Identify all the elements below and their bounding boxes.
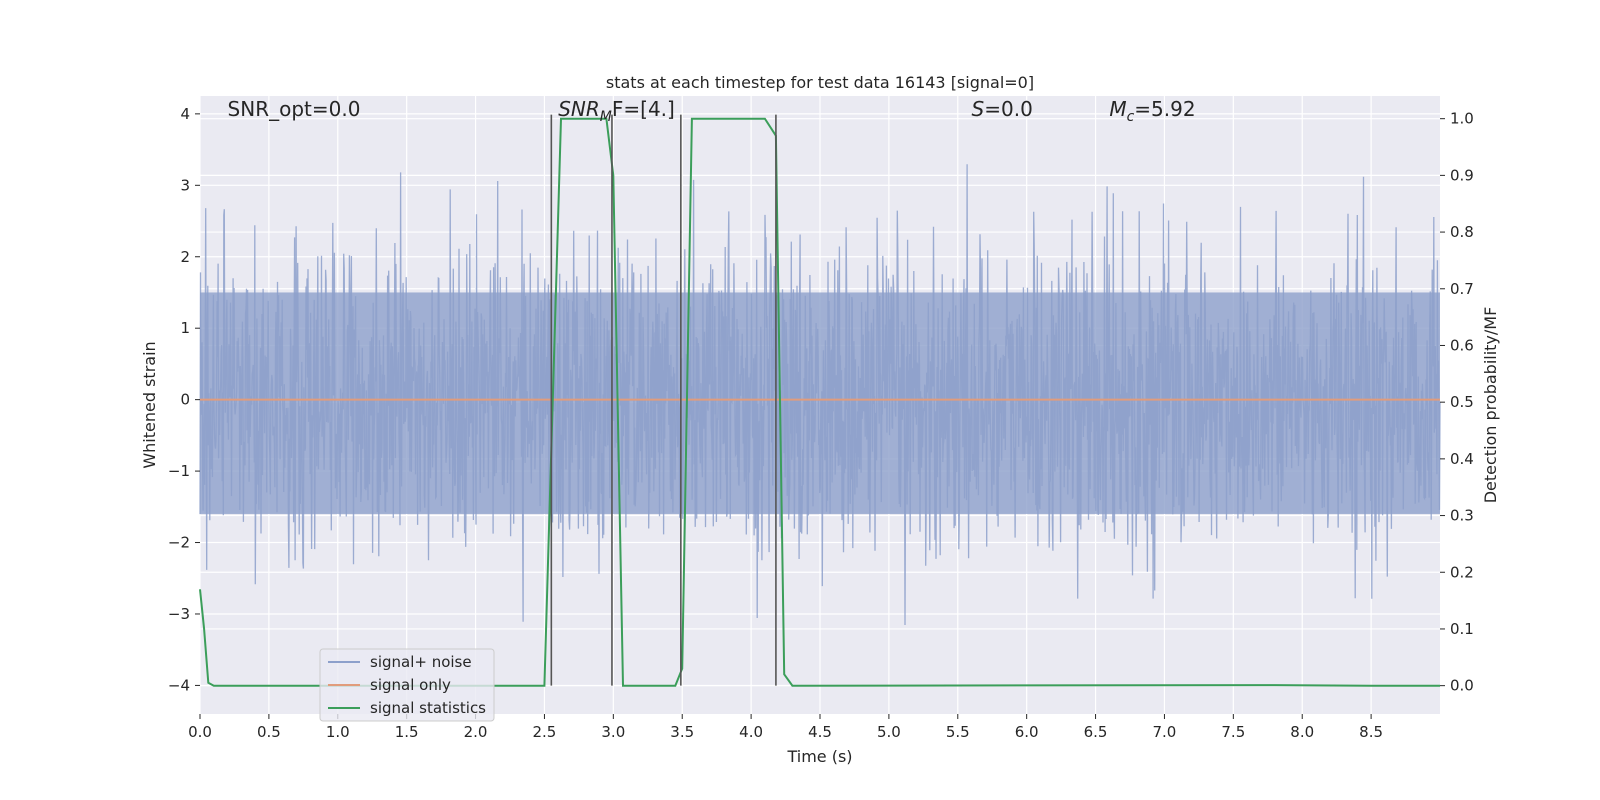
y2-tick-label: 1.0 xyxy=(1450,110,1474,128)
y2-tick-label: 0.3 xyxy=(1450,507,1474,525)
x-tick-label: 2.5 xyxy=(533,723,557,741)
x-axis-label: Time (s) xyxy=(786,747,852,766)
x-tick-label: 2.0 xyxy=(464,723,488,741)
y-tick-label: −3 xyxy=(168,605,190,623)
y-tick-label: 2 xyxy=(180,248,190,266)
annotation-3: Mc=5.92 xyxy=(1109,97,1195,125)
x-tick-label: 8.5 xyxy=(1359,723,1383,741)
x-tick-label: 1.5 xyxy=(395,723,419,741)
x-tick-label: 3.5 xyxy=(670,723,694,741)
y2-tick-label: 0.4 xyxy=(1450,450,1474,468)
legend: signal+ noise signal only signal statist… xyxy=(319,648,495,722)
x-tick-label: 6.5 xyxy=(1084,723,1108,741)
y2-tick-label: 0.5 xyxy=(1450,393,1474,411)
y-tick-label: −1 xyxy=(168,462,190,480)
x-tick-label: 8.0 xyxy=(1290,723,1314,741)
legend-label-signal-only: signal only xyxy=(370,676,451,694)
marker-lines xyxy=(550,114,777,686)
data-layer xyxy=(199,117,1441,687)
y-tick-label: −2 xyxy=(168,534,190,552)
y2-axis-label: Detection probability/MF xyxy=(1481,307,1500,504)
x-tick-label: 3.0 xyxy=(601,723,625,741)
y2-axis-ticks: 1.0 0.9 0.8 0.7 0.6 0.5 0.4 0.3 0.2 0.1 0.0 xyxy=(1440,110,1474,695)
y-tick-label: 1 xyxy=(180,319,190,337)
x-tick-label: 4.0 xyxy=(739,723,763,741)
annotations: SNR_opt=0.0 SNRMF=[4.] S=0.0 Mc=5.92 xyxy=(228,97,1196,125)
y2-tick-label: 0.7 xyxy=(1450,280,1474,298)
x-tick-label: 6.0 xyxy=(1015,723,1039,741)
y2-tick-label: 0.8 xyxy=(1450,223,1474,241)
y-axis-label: Whitened strain xyxy=(140,341,159,468)
y-tick-label: −4 xyxy=(168,676,190,694)
x-tick-label: 0.0 xyxy=(188,723,212,741)
x-tick-label: 7.0 xyxy=(1153,723,1177,741)
x-tick-label: 5.5 xyxy=(946,723,970,741)
annotation-1: SNRMF=[4.] xyxy=(558,97,675,125)
y2-tick-label: 0.0 xyxy=(1450,677,1474,695)
y-tick-label: 3 xyxy=(180,176,190,194)
x-tick-label: 7.5 xyxy=(1221,723,1245,741)
legend-box xyxy=(319,648,495,722)
y2-tick-label: 0.2 xyxy=(1450,563,1474,581)
x-tick-label: 0.5 xyxy=(257,723,281,741)
chart-title: stats at each timestep for test data 161… xyxy=(606,73,1034,92)
y2-tick-label: 0.6 xyxy=(1450,336,1474,354)
x-tick-label: 5.0 xyxy=(877,723,901,741)
annotation-0: SNR_opt=0.0 xyxy=(228,97,361,121)
series-signal-noise-band xyxy=(200,292,1440,514)
x-tick-label: 4.5 xyxy=(808,723,832,741)
y-tick-label: 4 xyxy=(180,105,190,123)
y2-tick-label: 0.9 xyxy=(1450,166,1474,184)
annotation-2: S=0.0 xyxy=(972,97,1033,121)
x-tick-label: 1.0 xyxy=(326,723,350,741)
y-tick-label: 0 xyxy=(180,391,190,409)
legend-label-signal-noise: signal+ noise xyxy=(370,653,472,671)
x-axis-ticks: 0.0 0.5 1.0 1.5 2.0 2.5 3.0 3.5 4.0 4.5 5.0 5.5 6.0 6… xyxy=(188,714,1383,741)
y2-tick-label: 0.1 xyxy=(1450,620,1474,638)
legend-label-signal-statistics: signal statistics xyxy=(370,699,486,717)
y-axis-ticks: 4 3 2 1 0 −1 −2 −3 −4 xyxy=(168,105,200,694)
